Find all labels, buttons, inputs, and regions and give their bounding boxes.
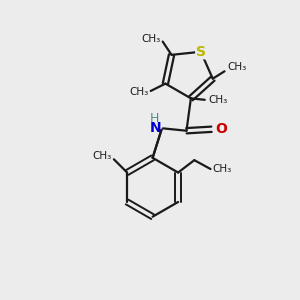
Text: CH₃: CH₃ (228, 62, 247, 73)
Text: CH₃: CH₃ (213, 164, 232, 174)
Text: CH₃: CH₃ (208, 95, 228, 105)
Text: H: H (150, 112, 159, 125)
Text: CH₃: CH₃ (129, 88, 148, 98)
Text: CH₃: CH₃ (92, 151, 112, 161)
Text: S: S (196, 45, 206, 59)
Text: CH₃: CH₃ (141, 34, 160, 44)
Text: N: N (150, 121, 161, 135)
Text: O: O (215, 122, 227, 136)
